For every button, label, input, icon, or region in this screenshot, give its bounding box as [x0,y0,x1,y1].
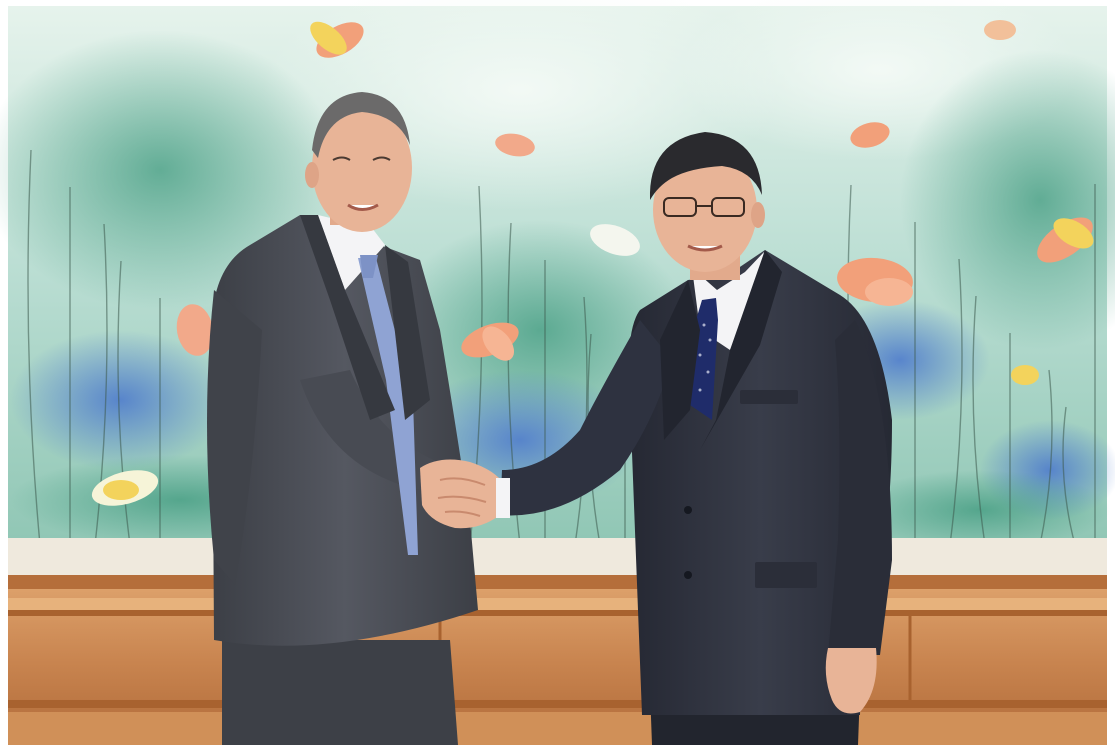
lotus-stem [27,149,41,546]
lotus-stem [1039,369,1053,546]
lotus-stem [117,260,131,546]
handshake [420,459,510,529]
lotus-stem [972,295,986,546]
lotus-flowers [91,20,1094,506]
lotus-stem [949,258,963,546]
wood-paneling [8,575,1107,745]
right-man [500,132,892,745]
painting-mat [8,538,1107,580]
lotus-painting [0,0,1115,551]
left-man [207,92,478,745]
lotus-stem [1062,406,1076,546]
